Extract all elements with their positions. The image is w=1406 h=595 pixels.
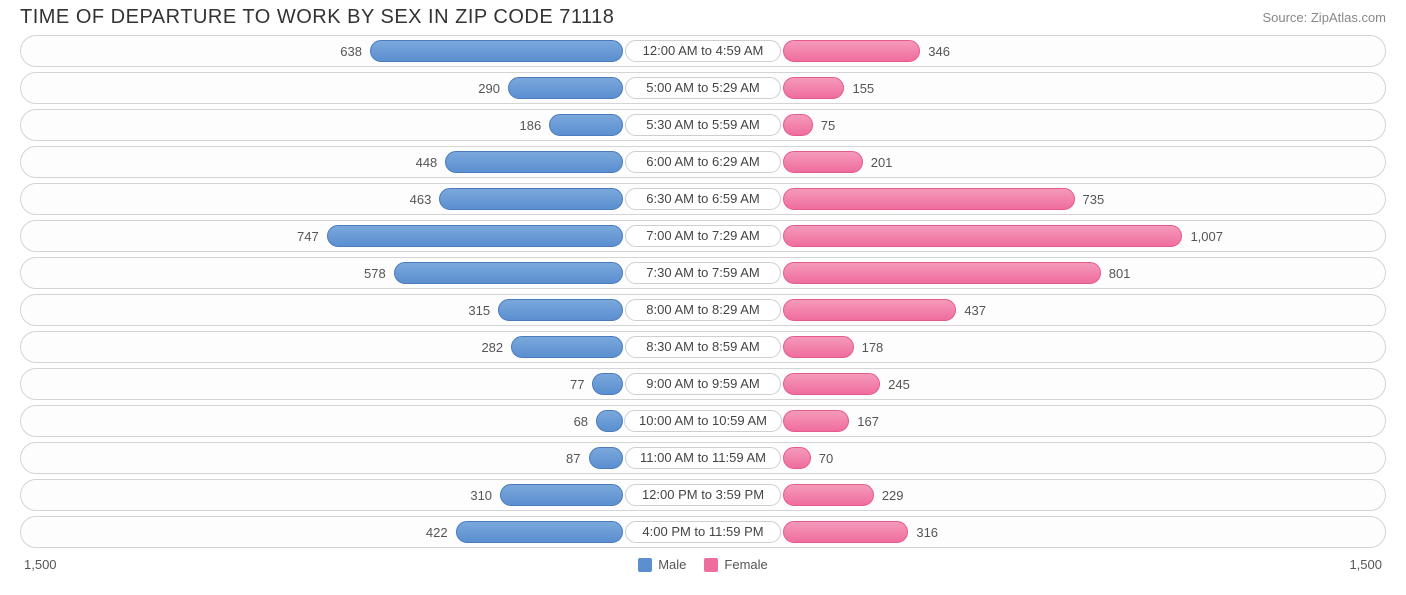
axis-right-label: 1,500 (1349, 557, 1382, 572)
table-row: 6:30 AM to 6:59 AM 463 735 (20, 183, 1386, 215)
male-value: 77 (570, 369, 584, 401)
table-row: 4:00 PM to 11:59 PM 422 316 (20, 516, 1386, 548)
male-bar (596, 410, 623, 432)
diverging-bar-chart: 12:00 AM to 4:59 AM 638 346 5:00 AM to 5:29… (0, 35, 1406, 548)
legend-male-label: Male (658, 557, 686, 572)
table-row: 12:00 AM to 4:59 AM 638 346 (20, 35, 1386, 67)
male-value: 638 (340, 36, 362, 68)
chart-source: Source: ZipAtlas.com (1262, 10, 1386, 25)
chart-footer: 1,500 Male Female 1,500 (0, 553, 1406, 572)
male-value: 747 (297, 221, 319, 253)
male-value: 282 (481, 332, 503, 364)
legend: Male Female (638, 557, 768, 572)
male-value: 87 (566, 443, 580, 475)
female-bar (783, 410, 849, 432)
male-bar (498, 299, 623, 321)
male-swatch-icon (638, 558, 652, 572)
male-bar (589, 447, 624, 469)
female-value: 178 (862, 332, 884, 364)
male-value: 186 (520, 110, 542, 142)
male-value: 448 (416, 147, 438, 179)
time-range-label: 5:00 AM to 5:29 AM (625, 77, 781, 99)
chart-title: TIME OF DEPARTURE TO WORK BY SEX IN ZIP … (20, 6, 614, 29)
female-value: 245 (888, 369, 910, 401)
male-value: 68 (574, 406, 588, 438)
legend-item-female: Female (704, 557, 767, 572)
table-row: 9:00 AM to 9:59 AM 77 245 (20, 368, 1386, 400)
female-bar (783, 373, 880, 395)
female-value: 735 (1083, 184, 1105, 216)
male-value: 315 (468, 295, 490, 327)
female-bar (783, 447, 811, 469)
female-bar (783, 114, 813, 136)
time-range-label: 4:00 PM to 11:59 PM (625, 521, 781, 543)
male-bar (327, 225, 623, 247)
female-value: 437 (964, 295, 986, 327)
male-value: 463 (410, 184, 432, 216)
female-bar (783, 77, 844, 99)
female-bar (783, 299, 956, 321)
female-value: 346 (928, 36, 950, 68)
male-value: 578 (364, 258, 386, 290)
male-bar (500, 484, 623, 506)
legend-female-label: Female (724, 557, 767, 572)
male-value: 422 (426, 517, 448, 549)
male-bar (549, 114, 623, 136)
female-bar (783, 225, 1182, 247)
female-bar (783, 151, 863, 173)
time-range-label: 8:00 AM to 8:29 AM (625, 299, 781, 321)
time-range-label: 7:00 AM to 7:29 AM (625, 225, 781, 247)
male-value: 310 (470, 480, 492, 512)
time-range-label: 5:30 AM to 5:59 AM (625, 114, 781, 136)
female-swatch-icon (704, 558, 718, 572)
female-value: 1,007 (1190, 221, 1223, 253)
female-value: 70 (819, 443, 833, 475)
axis-left-label: 1,500 (24, 557, 57, 572)
female-value: 155 (852, 73, 874, 105)
table-row: 6:00 AM to 6:29 AM 448 201 (20, 146, 1386, 178)
table-row: 11:00 AM to 11:59 AM 87 70 (20, 442, 1386, 474)
female-value: 801 (1109, 258, 1131, 290)
time-range-label: 10:00 AM to 10:59 AM (624, 410, 782, 432)
male-bar (370, 40, 623, 62)
male-bar (511, 336, 623, 358)
female-value: 167 (857, 406, 879, 438)
male-bar (439, 188, 623, 210)
time-range-label: 8:30 AM to 8:59 AM (625, 336, 781, 358)
time-range-label: 6:30 AM to 6:59 AM (625, 188, 781, 210)
male-bar (445, 151, 623, 173)
time-range-label: 11:00 AM to 11:59 AM (625, 447, 781, 469)
time-range-label: 9:00 AM to 9:59 AM (625, 373, 781, 395)
female-value: 75 (821, 110, 835, 142)
table-row: 5:30 AM to 5:59 AM 186 75 (20, 109, 1386, 141)
time-range-label: 12:00 AM to 4:59 AM (625, 40, 781, 62)
table-row: 8:00 AM to 8:29 AM 315 437 (20, 294, 1386, 326)
legend-item-male: Male (638, 557, 686, 572)
male-bar (394, 262, 623, 284)
female-value: 201 (871, 147, 893, 179)
table-row: 5:00 AM to 5:29 AM 290 155 (20, 72, 1386, 104)
female-bar (783, 40, 920, 62)
table-row: 12:00 PM to 3:59 PM 310 229 (20, 479, 1386, 511)
table-row: 8:30 AM to 8:59 AM 282 178 (20, 331, 1386, 363)
female-bar (783, 336, 854, 358)
female-bar (783, 188, 1075, 210)
male-bar (592, 373, 623, 395)
male-bar (508, 77, 623, 99)
table-row: 7:30 AM to 7:59 AM 578 801 (20, 257, 1386, 289)
table-row: 10:00 AM to 10:59 AM 68 167 (20, 405, 1386, 437)
table-row: 7:00 AM to 7:29 AM 747 1,007 (20, 220, 1386, 252)
male-value: 290 (478, 73, 500, 105)
male-bar (456, 521, 623, 543)
female-bar (783, 521, 908, 543)
female-bar (783, 484, 874, 506)
female-bar (783, 262, 1101, 284)
time-range-label: 12:00 PM to 3:59 PM (625, 484, 781, 506)
chart-header: TIME OF DEPARTURE TO WORK BY SEX IN ZIP … (0, 0, 1406, 35)
time-range-label: 7:30 AM to 7:59 AM (625, 262, 781, 284)
time-range-label: 6:00 AM to 6:29 AM (625, 151, 781, 173)
female-value: 229 (882, 480, 904, 512)
female-value: 316 (916, 517, 938, 549)
